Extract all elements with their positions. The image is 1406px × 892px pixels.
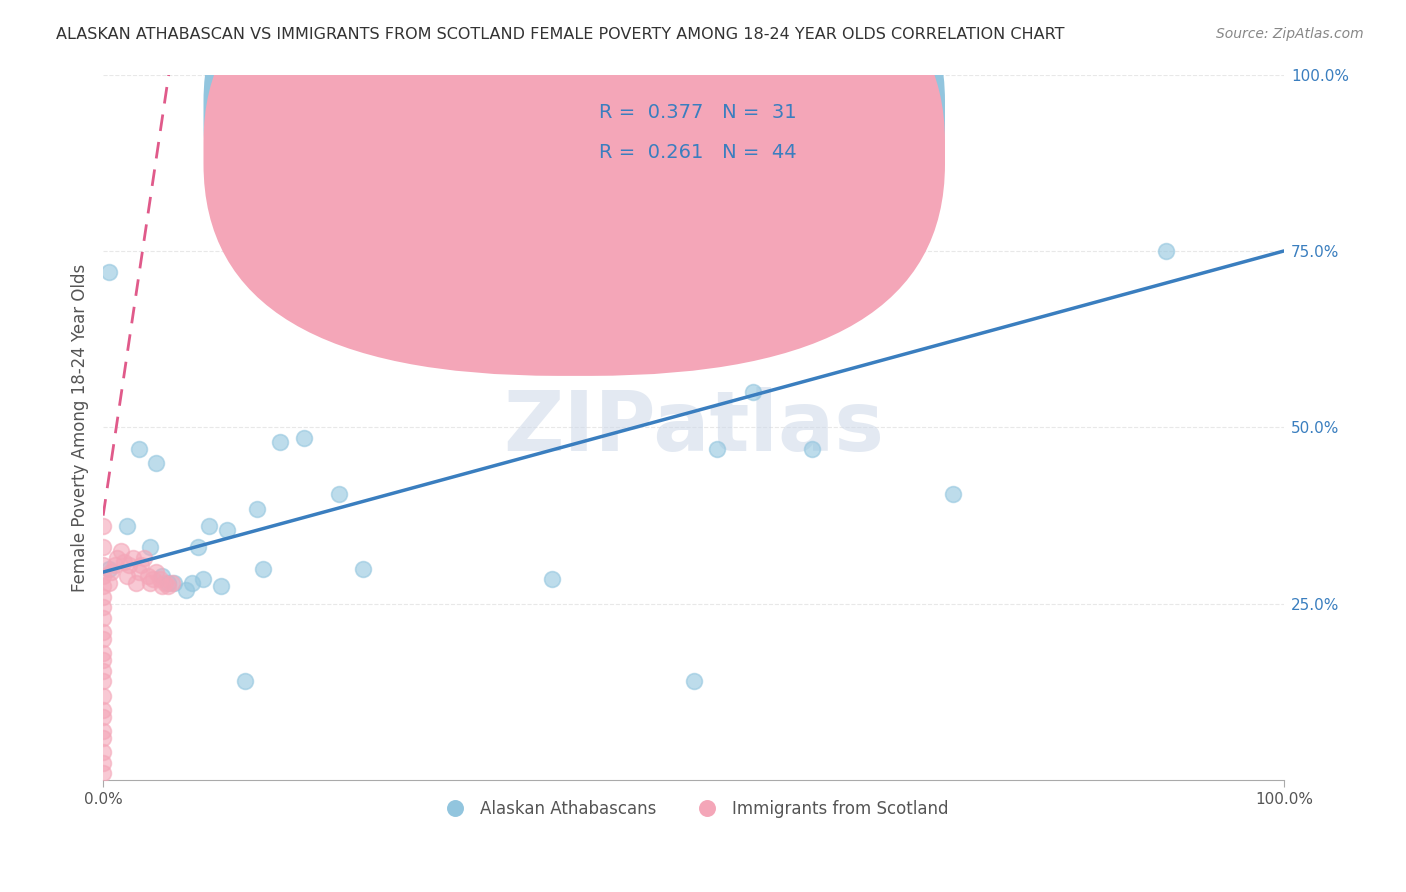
Point [115,568,138,582]
Point [91,723,114,738]
Point [98,561,121,575]
Point [91,710,114,724]
Point [252,561,274,575]
Point [104,558,127,572]
Point [91,632,114,647]
Point [98,575,121,590]
Point [134,551,156,566]
Text: R =  0.261   N =  44: R = 0.261 N = 44 [599,144,797,162]
Point [150,579,173,593]
Point [741,385,763,400]
Point [193,572,215,586]
FancyBboxPatch shape [204,0,945,376]
Point [105,551,128,566]
Point [233,674,256,689]
Point [446,332,468,346]
Point [91,703,114,717]
Point [91,731,114,745]
Point [115,519,138,533]
Point [150,568,173,582]
Point [91,674,114,689]
Text: Source: ZipAtlas.com: Source: ZipAtlas.com [1216,27,1364,41]
Point [187,541,209,555]
Point [217,523,239,537]
Point [157,575,180,590]
Point [153,575,176,590]
Point [128,565,150,579]
Point [91,519,114,533]
Point [174,582,197,597]
Point [149,572,172,586]
Point [91,756,114,770]
Point [91,766,114,780]
Point [682,674,704,689]
Point [540,572,562,586]
Point [91,611,114,625]
Point [100,565,122,579]
Legend: Alaskan Athabascans, Immigrants from Scotland: Alaskan Athabascans, Immigrants from Sco… [432,794,955,825]
FancyBboxPatch shape [540,103,806,194]
Point [128,442,150,456]
Point [121,551,143,566]
Point [800,442,823,456]
Point [91,689,114,703]
Point [160,575,183,590]
Point [292,431,315,445]
Point [91,579,114,593]
Point [91,646,114,660]
Point [91,664,114,678]
Point [139,575,162,590]
Point [136,568,159,582]
Point [91,568,114,582]
Point [125,575,148,590]
Point [328,487,350,501]
Point [246,501,269,516]
Text: ALASKAN ATHABASCAN VS IMMIGRANTS FROM SCOTLAND FEMALE POVERTY AMONG 18-24 YEAR O: ALASKAN ATHABASCAN VS IMMIGRANTS FROM SC… [56,27,1064,42]
Point [269,434,291,449]
Point [139,541,162,555]
Point [91,653,114,667]
Point [91,590,114,604]
Point [91,625,114,640]
Point [145,565,167,579]
FancyBboxPatch shape [204,0,945,335]
Point [145,456,167,470]
Point [110,544,132,558]
Point [209,579,232,593]
Point [942,487,965,501]
Point [352,561,374,575]
Point [98,265,121,279]
Point [142,572,165,586]
Point [91,745,114,759]
Point [91,600,114,615]
Point [112,554,135,568]
Text: R =  0.377   N =  31: R = 0.377 N = 31 [599,103,797,122]
Point [91,558,114,572]
Point [163,575,186,590]
Point [129,558,152,572]
Y-axis label: Female Poverty Among 18-24 Year Olds: Female Poverty Among 18-24 Year Olds [72,263,89,591]
Text: ZIPatlas: ZIPatlas [503,387,884,468]
Point [706,442,728,456]
Point [198,519,221,533]
Point [1154,244,1177,258]
Point [157,579,180,593]
Point [91,541,114,555]
Point [118,558,141,572]
Point [180,575,202,590]
